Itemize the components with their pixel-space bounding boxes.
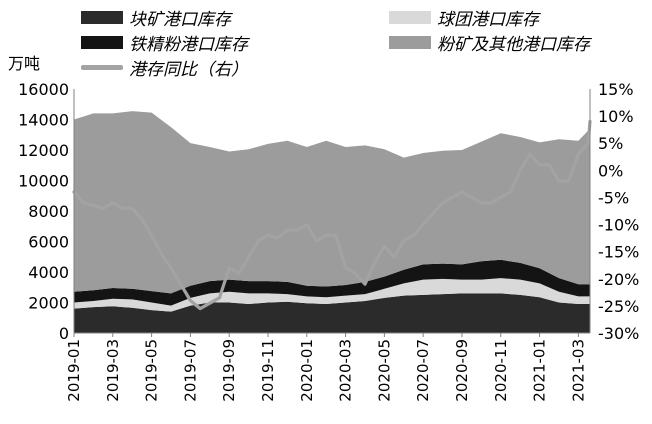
y-left-tick-label: 12000 [18,141,69,160]
area-lump-ore [74,293,590,333]
x-tick-label: 2020-07 [414,339,432,402]
yoy-line-layer [72,119,592,311]
x-tick-label: 2021-03 [569,339,587,402]
x-tick-label: 2020-01 [298,339,316,402]
area-pellet [74,278,590,312]
y-right-tick-label: 10% [598,107,634,126]
legend-label-concentrate: 铁精粉港口库存 [129,34,248,55]
x-tick-label: 2019-05 [143,339,161,402]
legend-label-lump-ore: 块矿港口库存 [129,9,231,30]
legend-swatch-yoy [81,64,123,70]
x-tick-label: 2019-07 [181,339,199,402]
x-tick-label: 2019-11 [259,339,277,402]
y-left-tick-label: 16000 [18,80,69,99]
y-left-tick-label: 14000 [18,111,69,130]
axes [73,89,591,334]
y-right-tick-label: 15% [598,80,634,99]
y-axis-left-labels: 0 2000 4000 6000 8000 10000 12000 14000 16000 [18,80,69,343]
y-left-tick-label: 10000 [18,172,69,191]
legend-item-concentrate: 铁精粉港口库存 [81,31,248,55]
y-left-tick-label: 6000 [28,233,69,252]
legend-item-yoy: 港存同比（右） [81,56,248,80]
y-right-tick-label: 5% [598,134,623,153]
y-left-tick-label: 4000 [28,263,69,282]
y-axis-left-unit: 万吨 [8,54,41,73]
y-right-tick-label: -15% [598,243,639,262]
area-fines [74,111,590,294]
legend-swatch-lump-ore [81,10,123,24]
x-tick-label: 2019-09 [220,339,238,402]
y-right-tick-label: 0% [598,161,623,180]
y-left-tick-label: 8000 [28,202,69,221]
legend-swatch-concentrate [81,35,123,49]
legend-label-pellet: 球团港口库存 [437,9,539,30]
x-tick-label: 2019-01 [65,339,83,402]
y-left-tick-label: 0 [59,324,69,343]
legend-item-fines: 粉矿及其他港口库存 [389,31,590,55]
y-left-tick-label: 2000 [28,294,69,313]
y-right-tick-label: -10% [598,216,639,235]
x-tick-label: 2020-11 [492,339,510,402]
x-tick-label: 2020-09 [453,339,471,402]
x-tick-label: 2019-03 [104,339,122,402]
line-yoy [72,119,592,311]
legend-item-pellet: 球团港口库存 [389,6,539,30]
legend: 块矿港口库存 球团港口库存 铁精粉港口库存 粉矿及其他港口库存 港存同比（右） [0,0,652,80]
stacked-areas [74,111,590,333]
y-right-tick-label: -20% [598,270,639,289]
y-right-tick-label: -25% [598,297,639,316]
x-tick-label: 2020-05 [375,339,393,402]
legend-label-fines: 粉矿及其他港口库存 [437,34,590,55]
legend-swatch-fines [389,35,431,49]
y-right-tick-label: -5% [598,188,629,207]
x-tick-label: 2021-01 [531,339,549,402]
area-concentrate [74,259,590,306]
legend-swatch-pellet [389,10,431,24]
legend-item-lump-ore: 块矿港口库存 [81,6,231,30]
x-axis-labels: 2019-01 2019-03 2019-05 2019-07 2019-09 2019-… [65,333,587,402]
y-axis-right-labels: -30% -25% -20% -15% -10% -5% 0% 5% 10% 15% [598,80,639,343]
y-right-tick-label: -30% [598,324,639,343]
legend-label-yoy: 港存同比（右） [129,59,248,80]
x-tick-label: 2020-03 [337,339,355,402]
